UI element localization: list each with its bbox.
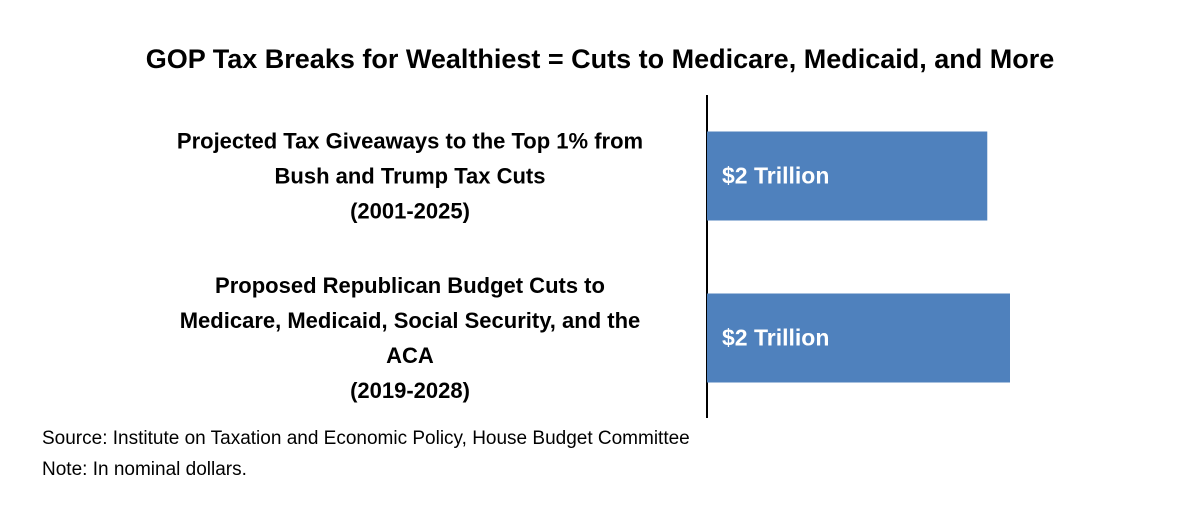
note: Note: In nominal dollars. <box>42 459 247 480</box>
category-label: Proposed Republican Budget Cuts to Medic… <box>179 273 641 403</box>
bar <box>707 293 1010 383</box>
data-label: $2 Trillion <box>722 162 830 189</box>
source: Source: Institute on Taxation and Econom… <box>42 428 690 449</box>
data-label: $2 Trillion <box>722 324 830 351</box>
chart-title: GOP Tax Breaks for Wealthiest = Cuts to … <box>145 44 1055 74</box>
category-label: Projected Tax Giveaways to the Top 1% fr… <box>176 128 644 224</box>
bar <box>707 131 988 221</box>
